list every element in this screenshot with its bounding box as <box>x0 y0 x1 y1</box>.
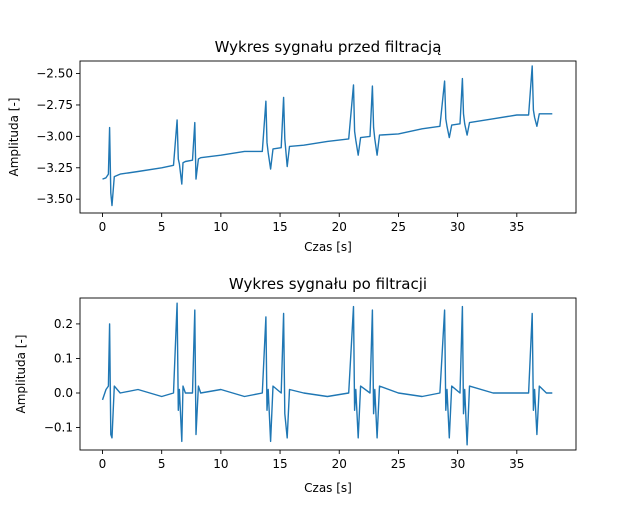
y-axis-label: Amplituda [-] <box>7 98 21 177</box>
x-axis-label: Czas [s] <box>304 481 352 495</box>
x-tick-label: 0 <box>99 220 107 234</box>
x-tick-label: 30 <box>450 220 465 234</box>
x-tick-label: 5 <box>158 220 166 234</box>
chart-title: Wykres sygnału po filtracji <box>229 275 427 293</box>
plot-area <box>79 297 577 451</box>
x-tick-label: 20 <box>332 457 347 471</box>
axis-ticks: 0 5 10 15 20 25 30 35 −0.1 0.0 0.1 0.2 <box>44 317 525 471</box>
chart-before-filtering: Wykres sygnału przed filtracją Czas [s] … <box>7 38 577 254</box>
y-tick-label: 0.2 <box>54 317 73 331</box>
x-tick-label: 25 <box>391 457 406 471</box>
x-tick-label: 30 <box>450 457 465 471</box>
series-group <box>102 65 553 207</box>
y-tick-label: 0.1 <box>54 351 73 365</box>
signal-line <box>102 65 553 207</box>
y-axis-label: Amplituda [-] <box>14 335 28 414</box>
y-tick-label: −3.00 <box>36 129 73 143</box>
x-tick-label: 15 <box>272 457 287 471</box>
x-tick-label: 35 <box>509 220 524 234</box>
plot-area <box>79 60 577 214</box>
x-tick-label: 35 <box>509 457 524 471</box>
x-tick-label: 10 <box>213 457 228 471</box>
chart-after-filtering: Wykres sygnału po filtracji Czas [s] Amp… <box>14 275 577 495</box>
y-tick-label: −0.1 <box>44 421 73 435</box>
y-tick-label: 0.0 <box>54 386 73 400</box>
axis-ticks: 0 5 10 15 20 25 30 35 −3.50 −3.25 −3.00 −2.75 −2.50 <box>36 67 524 234</box>
chart-title: Wykres sygnału przed filtracją <box>215 38 442 56</box>
x-tick-label: 5 <box>158 457 166 471</box>
y-tick-label: −3.25 <box>36 161 73 175</box>
y-tick-label: −2.50 <box>36 67 73 81</box>
x-tick-label: 25 <box>391 220 406 234</box>
x-tick-label: 20 <box>332 220 347 234</box>
y-tick-label: −2.75 <box>36 98 73 112</box>
y-tick-label: −3.50 <box>36 192 73 206</box>
x-tick-label: 10 <box>213 220 228 234</box>
series-group <box>101 302 553 446</box>
x-axis-label: Czas [s] <box>304 240 352 254</box>
x-tick-label: 0 <box>99 457 107 471</box>
x-tick-label: 15 <box>272 220 287 234</box>
signal-line <box>101 302 553 446</box>
